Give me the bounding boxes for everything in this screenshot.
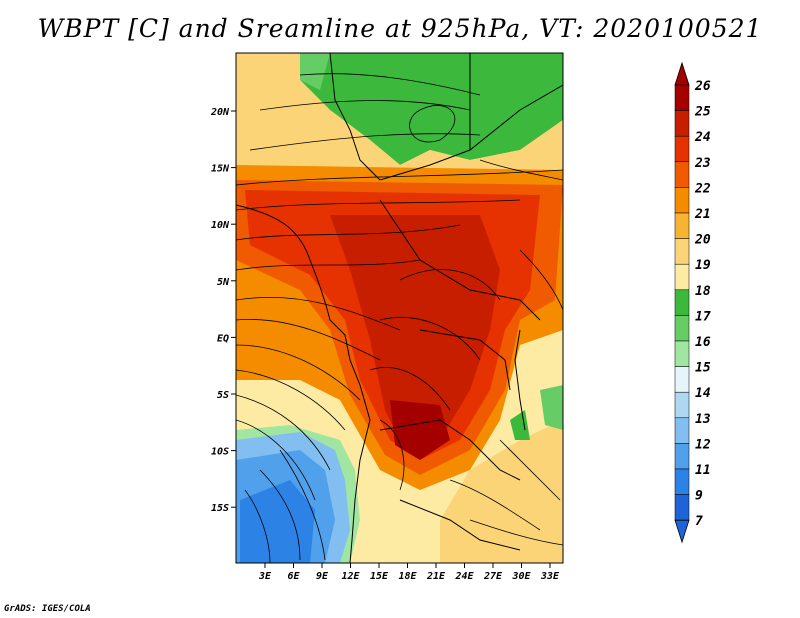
lat-tick-label: 20N	[210, 107, 230, 118]
colorbar-swatch	[674, 263, 690, 291]
lat-tick-label: 15S	[211, 503, 229, 514]
lon-tick-label: 27E	[483, 571, 503, 582]
colorbar-swatch	[674, 494, 690, 521]
map-frame	[235, 52, 564, 564]
longitude-axis: 3E 6E 9E 12E 15E 18E 21E 24E 27E 30E 33E	[258, 563, 560, 582]
lon-tick-label: 33E	[540, 571, 560, 582]
colorbar-label: 24	[694, 130, 711, 145]
colorbar-label: 23	[694, 156, 711, 171]
colorbar-swatch	[674, 315, 690, 342]
latitude-axis: 20N 15N 10N 5N EQ 5S 10S 15S	[210, 107, 236, 514]
colorbar-label: 9	[695, 489, 703, 504]
lon-tick-label: 24E	[454, 571, 474, 582]
colorbar-swatch	[674, 417, 690, 444]
lat-tick-label: EQ	[217, 333, 229, 344]
lon-tick-label: 15E	[370, 571, 389, 582]
colorbar-swatch	[674, 340, 690, 367]
colorbar-label: 26	[694, 79, 711, 94]
footer-credit: GrADS: IGES/COLA	[4, 604, 91, 614]
lat-tick-label: 10S	[211, 447, 229, 458]
lat-tick-label: 5N	[217, 277, 230, 288]
map-plot-area	[236, 53, 563, 563]
colorbar-label: 19	[695, 258, 711, 273]
colorbar-label: 13	[695, 412, 711, 427]
colorbar-label: 15	[695, 361, 711, 376]
colorbar-label: 16	[695, 335, 711, 350]
colorbar-label: 7	[695, 514, 703, 529]
colorbar-swatch	[674, 135, 690, 163]
colorbar-label: 12	[695, 437, 711, 452]
colorbar-top-arrow	[674, 61, 690, 86]
colorbar-bottom-arrow	[674, 519, 690, 544]
colorbar: 26 25 24 23 22 21 20 19 18 17 16 15 14 13 12 11 9 7	[674, 61, 711, 544]
lat-tick-label: 15N	[211, 164, 230, 175]
streamlines	[236, 73, 563, 563]
colorbar-label: 22	[694, 181, 711, 196]
colorbar-swatch	[674, 84, 690, 111]
colorbar-swatch	[674, 212, 690, 239]
lon-tick-label: 30E	[511, 571, 531, 582]
colorbar-swatch	[674, 110, 690, 137]
colorbar-label: 20	[694, 233, 711, 248]
colorbar-swatch	[674, 443, 690, 470]
lon-tick-label: 21E	[426, 571, 446, 582]
lon-tick-label: 12E	[341, 571, 360, 582]
colorbar-label: 14	[695, 386, 711, 401]
country-borders	[236, 53, 563, 563]
colorbar-swatch	[674, 187, 690, 214]
colorbar-swatch	[674, 391, 690, 419]
map-title: WBPT [C] and Sreamline at 925hPa, VT: 20…	[37, 14, 763, 43]
colorbar-label: 11	[695, 463, 711, 478]
colorbar-swatch	[674, 468, 690, 495]
lon-tick-label: 18E	[398, 571, 417, 582]
colorbar-swatch	[674, 238, 690, 265]
lon-tick-label: 6E	[287, 571, 300, 582]
lat-tick-label: 5S	[217, 390, 229, 401]
colorbar-swatch	[674, 366, 690, 393]
colorbar-label: 17	[695, 309, 711, 324]
lon-tick-label: 9E	[316, 571, 329, 582]
lon-tick-label: 3E	[258, 571, 272, 582]
colorbar-swatch	[674, 289, 690, 316]
lat-tick-label: 10N	[211, 220, 230, 231]
colorbar-swatch	[674, 161, 690, 188]
colorbar-label: 18	[695, 284, 711, 299]
colorbar-label: 21	[694, 207, 711, 222]
colorbar-label: 25	[694, 105, 711, 120]
